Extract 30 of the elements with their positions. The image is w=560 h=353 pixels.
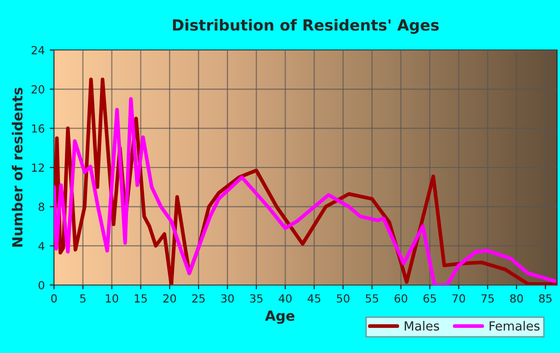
y-tick-label: 0: [38, 280, 44, 290]
x-tick-label: 75: [481, 294, 494, 303]
x-tick-label: 10: [106, 294, 118, 303]
x-tick-label: 50: [336, 294, 350, 303]
x-tick-label: 15: [134, 294, 147, 303]
y-tick-label: 4: [38, 242, 44, 250]
x-axis-title: Age: [265, 310, 294, 324]
x-tick-label: 20: [163, 294, 176, 303]
x-tick-label: 40: [278, 294, 292, 303]
x-tick-label: 55: [366, 294, 378, 303]
legend-label: Males: [404, 320, 440, 331]
x-tick-label: 60: [394, 294, 408, 303]
y-tick-label: 20: [32, 85, 44, 94]
x-tick-label: 65: [424, 294, 436, 303]
y-tick-label: 12: [32, 163, 44, 172]
legend-label: Females: [490, 320, 540, 331]
x-tick-label: 45: [308, 294, 320, 303]
x-tick-label: 5: [80, 294, 86, 303]
y-tick-label: 8: [38, 202, 44, 212]
x-tick-label: 0: [51, 294, 57, 303]
y-tick-label: 24: [32, 46, 44, 54]
y-axis-title: Number of residents: [12, 88, 23, 247]
x-tick-label: 35: [250, 294, 262, 303]
chart-title: Distribution of Residents' Ages: [172, 18, 439, 34]
x-tick-label: 25: [192, 294, 205, 303]
x-tick-label: 85: [539, 294, 552, 303]
x-tick-label: 70: [452, 294, 466, 303]
x-tick-label: 80: [510, 294, 523, 303]
y-tick-label: 16: [32, 124, 44, 133]
x-tick-label: 30: [221, 294, 234, 303]
